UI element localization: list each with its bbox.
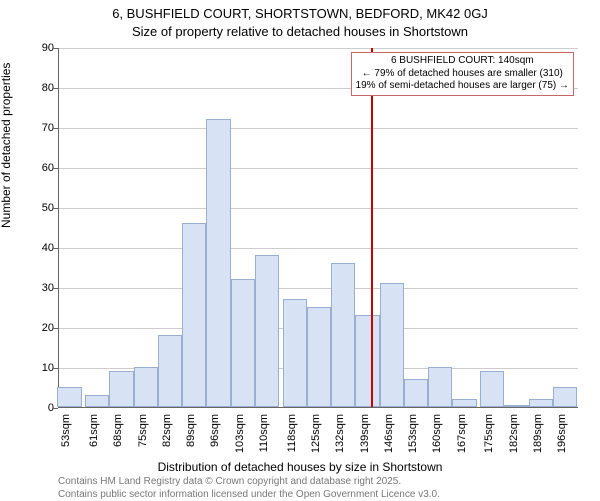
- x-axis-title: Distribution of detached houses by size …: [0, 460, 600, 474]
- y-tick-label: 30: [24, 282, 54, 294]
- gridline: [59, 168, 578, 169]
- gridline: [59, 128, 578, 129]
- annotation-box: 6 BUSHFIELD COURT: 140sqm← 79% of detach…: [351, 52, 574, 96]
- histogram-bar: [428, 367, 452, 407]
- y-tick-label: 20: [24, 322, 54, 334]
- footer-line-2: Contains public sector information licen…: [58, 489, 440, 501]
- histogram-bar: [206, 119, 230, 407]
- histogram-bar: [231, 279, 255, 407]
- histogram-bar: [109, 371, 133, 407]
- histogram-bar: [255, 255, 279, 407]
- gridline: [59, 48, 578, 49]
- histogram-bar: [452, 399, 476, 407]
- reference-line: [371, 48, 373, 407]
- annotation-line3: 19% of semi-detached houses are larger (…: [356, 80, 569, 93]
- chart-container: 6, BUSHFIELD COURT, SHORTSTOWN, BEDFORD,…: [0, 0, 600, 500]
- y-tick-mark: [53, 328, 58, 329]
- y-tick-label: 60: [24, 162, 54, 174]
- plot-area: 6 BUSHFIELD COURT: 140sqm← 79% of detach…: [58, 48, 578, 408]
- footer-attribution: Contains HM Land Registry data © Crown c…: [58, 476, 440, 501]
- histogram-bar: [134, 367, 158, 407]
- histogram-bar: [529, 399, 553, 407]
- y-tick-mark: [53, 48, 58, 49]
- y-tick-mark: [53, 128, 58, 129]
- y-axis-title: Number of detached properties: [0, 63, 13, 228]
- y-tick-label: 0: [24, 402, 54, 414]
- histogram-bar: [85, 395, 109, 407]
- histogram-bar: [355, 315, 379, 407]
- y-tick-mark: [53, 368, 58, 369]
- histogram-bar: [404, 379, 428, 407]
- histogram-bar: [480, 371, 504, 407]
- y-tick-mark: [53, 168, 58, 169]
- histogram-bar: [553, 387, 577, 407]
- histogram-bar: [504, 405, 528, 407]
- histogram-bar: [380, 283, 404, 407]
- gridline: [59, 208, 578, 209]
- y-tick-label: 70: [24, 122, 54, 134]
- y-tick-mark: [53, 288, 58, 289]
- y-tick-label: 50: [24, 202, 54, 214]
- annotation-line2: ← 79% of detached houses are smaller (31…: [356, 68, 569, 81]
- histogram-bar: [57, 387, 81, 407]
- y-tick-label: 80: [24, 82, 54, 94]
- histogram-bar: [283, 299, 307, 407]
- y-tick-mark: [53, 248, 58, 249]
- gridline: [59, 288, 578, 289]
- y-tick-mark: [53, 408, 58, 409]
- y-tick-label: 10: [24, 362, 54, 374]
- gridline: [59, 248, 578, 249]
- y-tick-label: 90: [24, 42, 54, 54]
- y-tick-label: 40: [24, 242, 54, 254]
- annotation-line1: 6 BUSHFIELD COURT: 140sqm: [356, 55, 569, 68]
- title-line-2: Size of property relative to detached ho…: [0, 24, 600, 39]
- histogram-bar: [331, 263, 355, 407]
- histogram-bar: [158, 335, 182, 407]
- footer-line-1: Contains HM Land Registry data © Crown c…: [58, 476, 440, 489]
- histogram-bar: [182, 223, 206, 407]
- histogram-bar: [307, 307, 331, 407]
- title-line-1: 6, BUSHFIELD COURT, SHORTSTOWN, BEDFORD,…: [0, 6, 600, 21]
- y-tick-mark: [53, 88, 58, 89]
- y-tick-mark: [53, 208, 58, 209]
